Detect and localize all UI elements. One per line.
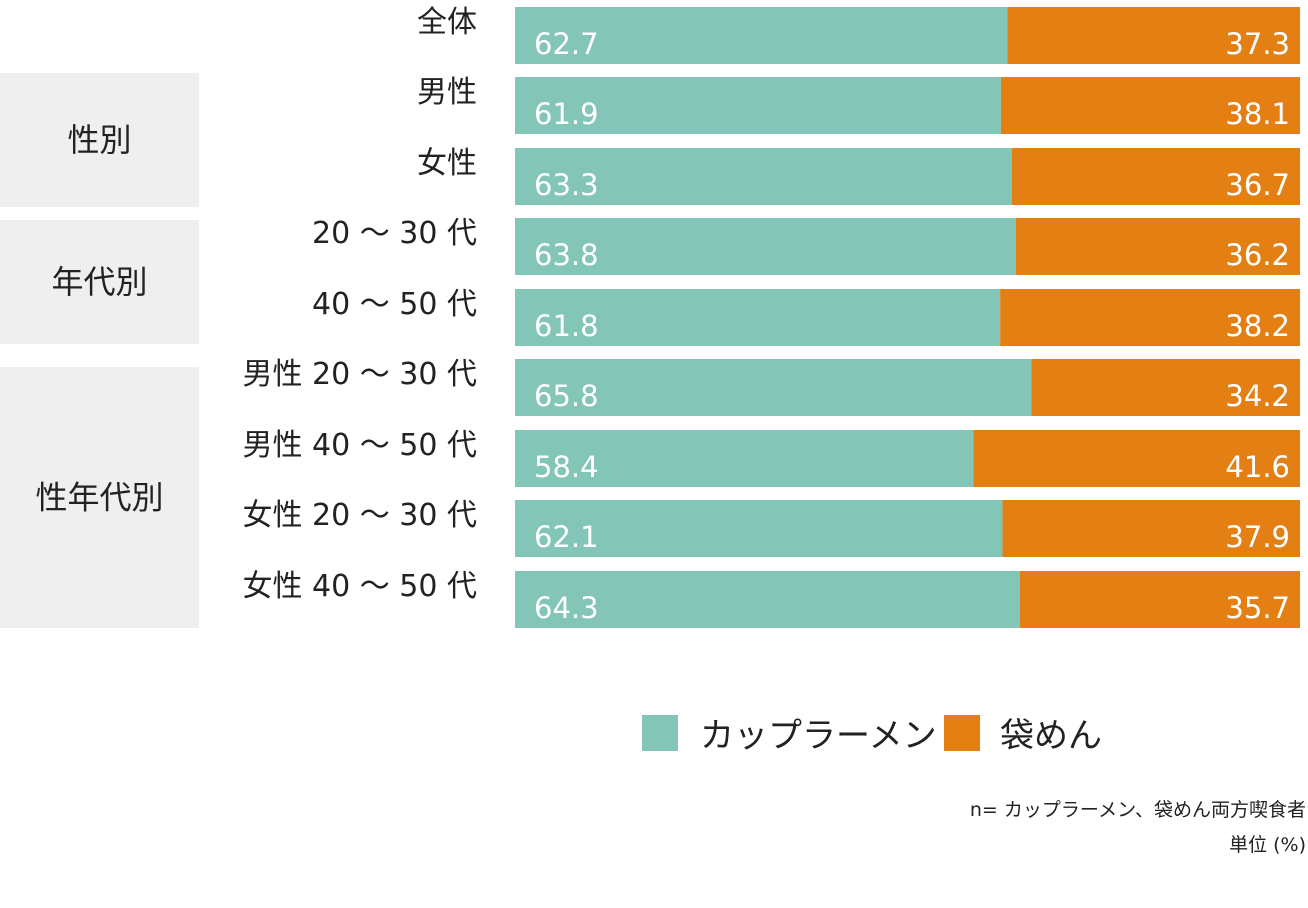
- bar-segment: [515, 148, 1012, 205]
- group-panel: [0, 220, 199, 344]
- bar-segment: [515, 571, 1020, 628]
- group-panel: [0, 367, 199, 628]
- bar-segment: [515, 500, 1003, 557]
- legend-swatch: [642, 715, 678, 751]
- data-label: 62.7: [534, 27, 599, 61]
- legend-swatch: [944, 715, 980, 751]
- category-label: 全体: [417, 5, 477, 40]
- category-label: 女性 40 〜 50 代: [243, 569, 478, 604]
- bar-segment: [515, 430, 974, 487]
- data-label: 37.3: [1225, 27, 1290, 61]
- bar-segment: [1015, 218, 1300, 275]
- data-label: 61.8: [534, 309, 599, 343]
- bar-segment: [1019, 571, 1300, 628]
- category-label: 男性 20 〜 30 代: [243, 357, 478, 392]
- bar-segment: [1000, 77, 1300, 134]
- sample-note: n= カップラーメン、袋めん両方喫食者: [969, 799, 1306, 821]
- category-label: 女性: [417, 146, 477, 181]
- bar-segment: [1011, 148, 1300, 205]
- bar-segment: [515, 77, 1001, 134]
- unit-note: 単位 (%): [1229, 834, 1306, 856]
- data-label: 37.9: [1225, 520, 1290, 554]
- group-label: 性年代別: [35, 479, 163, 517]
- category-label: 女性 20 〜 30 代: [243, 498, 478, 533]
- data-label: 63.8: [534, 238, 599, 272]
- data-label: 41.6: [1225, 450, 1290, 484]
- data-label: 62.1: [534, 520, 599, 554]
- data-label: 38.1: [1225, 97, 1290, 131]
- bar-segment: [973, 430, 1300, 487]
- bar-segment: [1031, 359, 1300, 416]
- group-label: 年代別: [51, 263, 147, 301]
- legend-label: 袋めん: [1000, 716, 1102, 756]
- data-label: 35.7: [1225, 591, 1290, 625]
- group-panel: [0, 73, 199, 207]
- data-label: 64.3: [534, 591, 599, 625]
- bar-segment: [515, 289, 1001, 346]
- data-label: 58.4: [534, 450, 599, 484]
- data-label: 65.8: [534, 379, 599, 413]
- data-label: 61.9: [534, 97, 599, 131]
- category-label: 男性: [417, 75, 477, 110]
- category-label: 男性 40 〜 50 代: [243, 428, 478, 463]
- category-label: 40 〜 50 代: [312, 287, 477, 322]
- bar-segment: [1000, 289, 1300, 346]
- data-label: 63.3: [534, 168, 599, 202]
- bar-segment: [1007, 7, 1300, 64]
- data-label: 36.7: [1225, 168, 1290, 202]
- bar-segment: [515, 218, 1016, 275]
- bar-segment: [1002, 500, 1300, 557]
- bar-segment: [515, 7, 1008, 64]
- data-label: 34.2: [1225, 379, 1290, 413]
- bar-segment: [515, 359, 1032, 416]
- group-label: 性別: [67, 121, 131, 159]
- data-label: 36.2: [1225, 238, 1290, 272]
- data-label: 38.2: [1225, 309, 1290, 343]
- category-label: 20 〜 30 代: [312, 216, 477, 251]
- legend-label: カップラーメン: [700, 716, 937, 756]
